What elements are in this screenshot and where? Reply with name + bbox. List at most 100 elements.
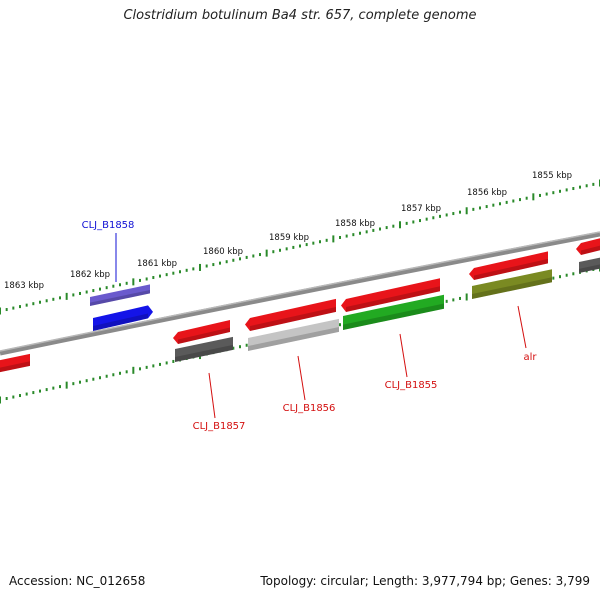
lower-scale-minor-tick	[159, 362, 161, 366]
upper-scale-minor-tick	[225, 260, 228, 264]
gene-alr-shade	[474, 258, 548, 280]
upper-scale-minor-tick	[32, 302, 35, 306]
gene-label[interactable]: CLJ_B1858	[82, 220, 135, 231]
lower-scale-minor-tick	[232, 346, 235, 350]
upper-scale-minor-tick	[12, 306, 15, 310]
upper-scale-minor-tick	[105, 286, 108, 290]
lower-scale-major-tick	[465, 293, 468, 301]
upper-scale-minor-tick	[585, 184, 588, 188]
gene-right-gray-fragment	[579, 257, 600, 273]
upper-scale-minor-tick	[185, 268, 188, 272]
lower-scale-minor-tick	[119, 371, 121, 375]
upper-scale-minor-tick	[359, 231, 361, 235]
upper-scale-minor-tick	[172, 271, 175, 275]
tick-label: 1855 kbp	[532, 171, 572, 181]
upper-scale-minor-tick	[19, 305, 21, 309]
upper-scale-major-tick	[332, 235, 335, 243]
upper-scale-minor-tick	[279, 248, 281, 252]
upper-scale-minor-tick	[139, 278, 141, 282]
gene-clj-b1856	[245, 298, 336, 331]
upper-scale-major-tick	[199, 263, 201, 271]
upper-scale-minor-tick	[379, 227, 381, 231]
gene-label[interactable]: CLJ_B1857	[193, 421, 246, 432]
gene-label[interactable]: CLJ_B1856	[283, 403, 336, 414]
upper-scale-minor-tick	[305, 243, 308, 247]
gene-leader-line	[208, 372, 216, 419]
backbone-highlight	[0, 231, 600, 352]
gene-clj-b1858	[93, 305, 153, 331]
upper-scale-minor-tick	[519, 198, 521, 202]
upper-scale-minor-tick	[572, 187, 575, 191]
lower-scale-major-tick	[132, 366, 135, 374]
tick-label: 1860 kbp	[203, 247, 243, 257]
gene-label[interactable]: alr	[523, 352, 537, 363]
lower-scale-minor-tick	[152, 364, 155, 368]
upper-scale-minor-tick	[299, 244, 301, 248]
lower-scale-minor-tick	[12, 395, 15, 399]
gene-clj-b1855-lower-shade	[343, 303, 444, 330]
upper-scale-minor-tick	[559, 189, 561, 193]
tick-label: 1859 kbp	[269, 233, 309, 243]
upper-scale-minor-tick	[512, 199, 515, 203]
upper-scale-minor-tick	[339, 235, 341, 239]
upper-scale-minor-tick	[252, 254, 255, 258]
gene-clj-b1857-lower-shade	[175, 344, 233, 362]
gene-clj-b1856-lower-shade	[248, 326, 339, 351]
lower-scale-minor-tick	[25, 392, 28, 396]
upper-scale-minor-tick	[205, 264, 208, 268]
upper-scale-minor-tick	[505, 200, 508, 204]
gene-label[interactable]: CLJ_B1855	[385, 380, 438, 391]
gene-clj-b1856-shade	[250, 306, 336, 331]
tick-label: 1856 kbp	[467, 188, 507, 198]
lower-scale-minor-tick	[145, 365, 148, 369]
lower-scale-minor-tick	[452, 298, 455, 302]
upper-scale-minor-tick	[39, 300, 41, 304]
lower-scale-minor-tick	[5, 397, 8, 401]
genome-title: Clostridium botulinum Ba4 str. 657, comp…	[123, 8, 477, 23]
upper-scale-minor-tick	[592, 182, 595, 186]
lower-scale-major-tick	[0, 396, 1, 404]
upper-scale-minor-tick	[479, 206, 481, 210]
upper-scale-major-tick	[132, 278, 135, 286]
upper-scale-minor-tick	[525, 196, 528, 200]
upper-scale-minor-tick	[412, 220, 415, 224]
lower-scale-minor-tick	[445, 299, 448, 303]
genes	[0, 238, 600, 373]
upper-scale-minor-tick	[419, 219, 421, 223]
backbone-path	[0, 231, 600, 356]
upper-scale-major-tick	[0, 307, 1, 315]
gene-red-fragment	[0, 353, 30, 373]
upper-scale-major-tick	[65, 292, 68, 300]
upper-scale-minor-tick	[325, 238, 328, 242]
gene-clj-b1858-upper	[90, 284, 150, 306]
upper-scale-minor-tick	[312, 241, 315, 245]
lower-scale-minor-tick	[125, 370, 128, 374]
upper-scale-minor-tick	[152, 276, 155, 280]
backbone-line	[0, 231, 600, 356]
upper-scale-minor-tick	[59, 296, 61, 300]
lower-scale-minor-tick	[59, 385, 61, 389]
upper-scale-minor-tick	[319, 240, 321, 244]
upper-scale-minor-tick	[72, 293, 75, 297]
gene-clj-b1857-shade	[178, 327, 230, 344]
lower-scale-major-tick	[65, 381, 68, 389]
upper-scale-minor-tick	[125, 281, 128, 285]
lower-scale-minor-tick	[92, 377, 95, 381]
upper-scale-minor-tick	[159, 274, 161, 278]
lower-scale-minor-tick	[559, 275, 561, 279]
lower-scale-minor-tick	[112, 373, 115, 377]
tick-label: 1858 kbp	[335, 219, 375, 229]
gene-leader-line	[517, 305, 527, 349]
gene-clj-b1855-shade	[346, 286, 440, 312]
upper-scale-minor-tick	[372, 228, 375, 232]
upper-scale-minor-tick	[52, 297, 55, 301]
lower-scale-minor-tick	[39, 389, 41, 393]
lower-scale-minor-tick	[52, 386, 55, 390]
upper-scale-major-tick	[265, 249, 268, 257]
upper-scale-minor-tick	[239, 257, 241, 261]
upper-scale-minor-tick	[552, 191, 555, 195]
lower-scale-minor-tick	[339, 323, 341, 327]
upper-scale-minor-tick	[492, 203, 495, 207]
tick-label: 1863 kbp	[4, 281, 44, 291]
